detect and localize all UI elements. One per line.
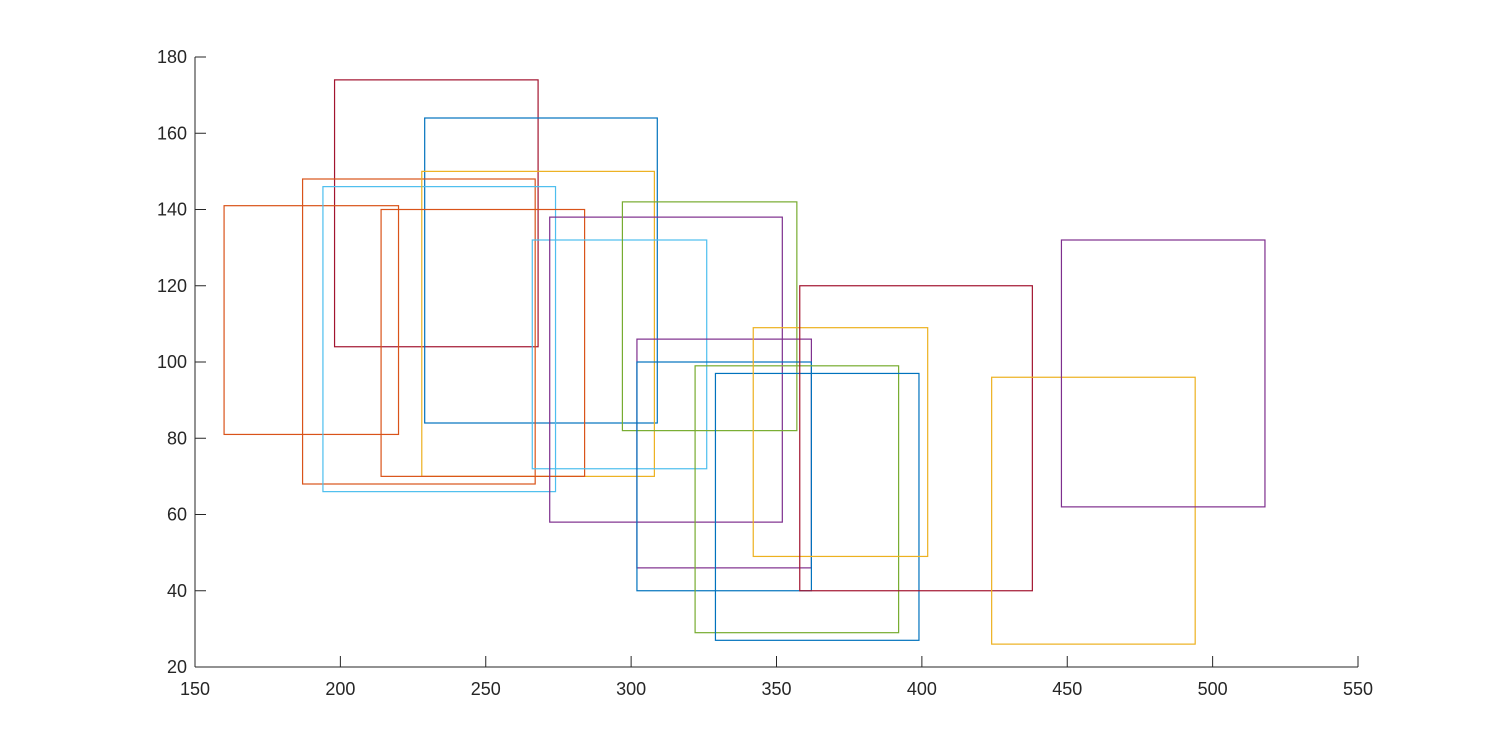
data-rectangle-15 xyxy=(752,327,929,558)
x-tick-label: 400 xyxy=(907,679,937,699)
data-rectangle-7 xyxy=(380,208,586,477)
y-tick-label: 40 xyxy=(167,581,187,601)
data-rectangle-4 xyxy=(301,178,536,485)
x-tick-label: 350 xyxy=(761,679,791,699)
x-tick-label: 150 xyxy=(180,679,210,699)
data-rectangle-17 xyxy=(991,376,1196,645)
data-rectangle-8 xyxy=(531,239,708,470)
data-rectangle-12 xyxy=(636,361,812,592)
y-tick-label: 180 xyxy=(157,47,187,67)
data-rectangle-18 xyxy=(1060,239,1266,508)
x-tick-label: 450 xyxy=(1052,679,1082,699)
y-tick-label: 160 xyxy=(157,123,187,143)
rectangles-layer xyxy=(223,79,1266,645)
data-rectangle-5 xyxy=(322,186,557,493)
y-tick-label: 20 xyxy=(167,657,187,677)
y-tick-label: 120 xyxy=(157,276,187,296)
data-rectangle-3 xyxy=(223,205,400,436)
y-tick-label: 60 xyxy=(167,505,187,525)
y-tick-label: 80 xyxy=(167,428,187,448)
y-tick-label: 140 xyxy=(157,200,187,220)
data-rectangle-10 xyxy=(621,201,798,432)
data-rectangle-2 xyxy=(424,117,658,424)
y-tick-label: 100 xyxy=(157,352,187,372)
data-rectangle-13 xyxy=(694,365,900,634)
data-rectangle-9 xyxy=(549,216,783,523)
x-tick-label: 300 xyxy=(616,679,646,699)
data-rectangle-16 xyxy=(799,285,1033,592)
x-tick-label: 200 xyxy=(325,679,355,699)
axes: 150 200 250 300 350 400 450 500 550 20 40 60 80 100 12… xyxy=(157,47,1373,699)
x-tick-label: 550 xyxy=(1343,679,1373,699)
data-rectangle-14 xyxy=(714,372,920,641)
x-tick-label: 250 xyxy=(471,679,501,699)
data-rectangle-1 xyxy=(333,79,539,348)
x-tick-label: 500 xyxy=(1198,679,1228,699)
